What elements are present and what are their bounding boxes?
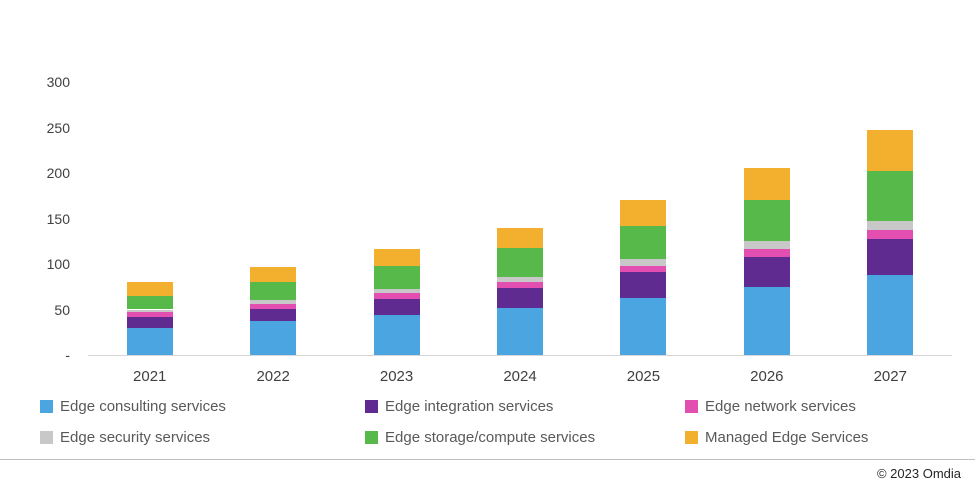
legend-item: Edge network services: [685, 396, 856, 416]
y-axis-tick-label: 300: [46, 74, 70, 90]
legend-swatch: [685, 430, 698, 444]
legend-item: Edge consulting services: [40, 396, 226, 416]
bar-segment-2023: [373, 293, 420, 299]
bar-segment-2021: [126, 282, 173, 296]
bar-segment-2024: [497, 247, 543, 277]
y-axis-tick-label: 50: [54, 301, 70, 318]
x-axis-tick-label: 2021: [133, 368, 167, 385]
bar-segment-2023: [373, 265, 420, 289]
bar-segment-2021: [126, 327, 173, 355]
x-axis-tick-label: 2025: [626, 368, 661, 385]
bar-segment-2026: [743, 256, 790, 287]
bar-segment-2025: [620, 297, 667, 355]
bar-segment-2026: [743, 168, 790, 201]
x-axis-tick-label: 2026: [750, 368, 784, 385]
bar-segment-2025: [620, 225, 667, 260]
bar-segment-2025: [620, 200, 667, 226]
legend-swatch: [40, 430, 53, 444]
bar-segment-2021: [126, 309, 173, 313]
bar-segment-2021: [126, 312, 173, 317]
legend-item: Edge storage/compute services: [365, 427, 595, 447]
x-axis-tick-label: 2023: [379, 368, 414, 385]
bar-segment-2023: [373, 314, 420, 355]
bar-segment-2022: [250, 308, 297, 322]
legend-item: Edge security services: [40, 427, 210, 447]
bar-segment-2025: [620, 265, 667, 273]
y-axis-tick-label: 200: [46, 165, 70, 181]
legend-label: Managed Edge Services: [705, 428, 869, 446]
bar-segment-2022: [250, 266, 297, 283]
bar-segment-2027: [867, 221, 914, 231]
bar-segment-2025: [620, 272, 667, 298]
bar-segment-2024: [497, 307, 543, 355]
bar-segment-2024: [497, 227, 543, 248]
legend-label: Edge network services: [705, 397, 856, 415]
y-axis-tick-label: 150: [46, 210, 70, 227]
y-axis-tick-label: 100: [46, 256, 70, 272]
bar-segment-2026: [743, 200, 790, 242]
bar-segment-2022: [250, 300, 297, 305]
legend-label: Edge storage/compute services: [385, 428, 596, 446]
x-axis-tick-label: 2024: [503, 368, 537, 385]
x-axis-tick-label: 2022: [256, 368, 290, 385]
bar-segment-2024: [497, 287, 543, 308]
y-axis-tick-label: -: [65, 347, 70, 363]
footer-divider: [0, 459, 975, 460]
bar-segment-2022: [250, 282, 297, 301]
legend-swatch: [365, 399, 378, 413]
legend-swatch: [685, 399, 698, 413]
bar-segment-2023: [373, 248, 420, 266]
bar-segment-2027: [867, 130, 914, 172]
bar-segment-2022: [250, 304, 297, 309]
bar-segment-2026: [743, 286, 790, 355]
bar-segment-2024: [497, 282, 543, 288]
legend-swatch: [40, 399, 53, 413]
bar-segment-2025: [620, 259, 667, 266]
bar-segment-2027: [867, 274, 914, 355]
legend-label: Edge integration services: [385, 397, 554, 415]
bar-segment-2027: [867, 171, 914, 222]
bar-segment-2026: [743, 241, 790, 250]
chart-legend: Edge consulting services Edge integration…: [0, 396, 975, 456]
legend-label: Edge consulting services: [60, 397, 226, 415]
bar-segment-2024: [497, 276, 543, 283]
bar-segment-2022: [250, 321, 297, 355]
legend-item: Edge integration services: [365, 396, 553, 416]
bar-segment-2026: [743, 249, 790, 257]
y-axis-tick-label: 250: [46, 119, 70, 136]
bar-segment-2023: [373, 298, 420, 315]
copyright-text: © 2023 Omdia: [876, 466, 961, 481]
bar-segment-2027: [867, 230, 914, 239]
bar-segment-2021: [126, 316, 173, 328]
legend-item: Managed Edge Services: [685, 427, 868, 447]
bar-segment-2021: [126, 295, 173, 310]
legend-swatch: [365, 430, 378, 444]
bar-segment-2023: [373, 288, 420, 294]
x-axis-tick-label: 2027: [873, 368, 907, 385]
x-axis-line: [88, 355, 952, 356]
bar-segment-2027: [867, 238, 914, 275]
legend-label: Edge security services: [60, 428, 211, 446]
